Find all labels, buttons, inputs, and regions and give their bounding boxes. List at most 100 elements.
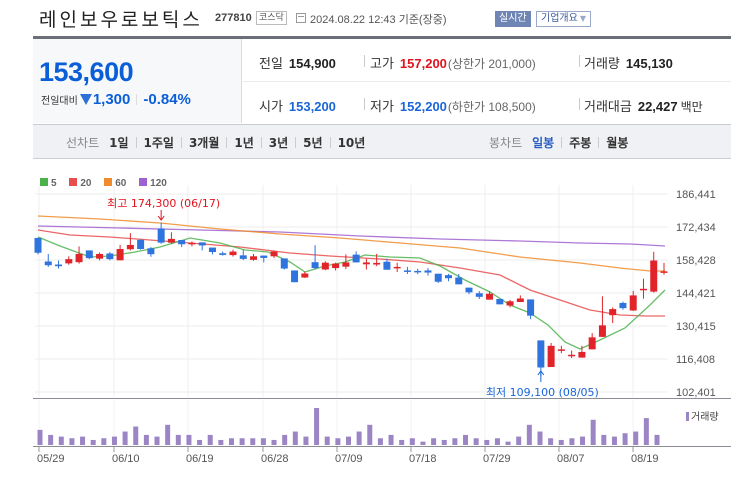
tab-weekly[interactable]: 주봉 [569,136,592,150]
candle [157,222,165,244]
company-name: 레인보우로보틱스 [39,9,203,31]
candle [75,246,83,264]
stat-label: 저가 [370,99,394,114]
divider [364,98,365,110]
tab-3year[interactable]: 3년 [268,136,289,150]
candle [639,278,647,299]
candle [383,258,391,270]
change-label: 전일대비 [41,96,78,107]
stat-high: 고가 157,200(상한가 201,000) [370,53,536,72]
stat-value: 153,200 [288,99,336,114]
divider [136,94,138,105]
legend-swatch [139,178,148,186]
candle [260,255,268,263]
x-axis-label: 08/07 [557,453,585,465]
candle [455,273,463,285]
legend-label: 20 [80,178,92,189]
candle [126,233,134,251]
candle [65,256,73,265]
divider [364,55,365,67]
tab-1day[interactable]: 1일 [109,136,129,150]
candle [96,252,104,261]
candle [44,253,52,267]
candle [516,295,524,303]
stat-value: 154,900 [288,56,336,71]
volume-bar [58,436,64,445]
tab-daily[interactable]: 일봉 [532,136,555,150]
stat-value: 157,200 [399,56,447,71]
legend-label: 5 [51,178,57,189]
candle [619,301,627,310]
candle [321,261,329,271]
x-axis-label: 07/09 [335,453,363,465]
stat-label: 거래대금 [584,99,632,114]
volume-bar [48,434,54,445]
volume-bar [580,436,586,445]
divider [135,137,137,148]
candle [147,247,155,257]
candle [250,253,258,261]
divider [226,137,228,148]
realtime-button[interactable]: 실시간 [495,11,531,27]
divider [329,137,331,148]
divider [579,98,580,110]
volume-swatch [686,412,689,421]
candle [208,247,216,255]
y-axis-label: 172,434 [676,222,716,234]
tab-monthly[interactable]: 월봉 [606,136,629,150]
volume-bar [165,424,171,445]
company-info-dropdown[interactable]: 기업개요 ▼ [536,11,591,27]
stat-label: 시가 [259,99,283,114]
volume-bar [622,433,628,445]
stat-label: 거래량 [584,56,620,71]
stat-unit: 백만 [680,100,703,114]
chart-period-tabs: 선차트 1일 1주일 3개월 1년 3년 5년 10년 봉차트 일봉 주봉 월봉 [33,124,731,159]
candle [270,250,278,258]
volume-bar [271,439,277,445]
tab-3month[interactable]: 3개월 [188,136,220,150]
line-chart-tabs: 선차트 1일 1주일 3개월 1년 3년 5년 10년 [66,134,365,151]
legend-label: 120 [150,178,167,189]
candle [424,268,432,276]
volume-bar [569,438,575,445]
candle-chart-tabs: 봉차트 일봉 주봉 월봉 [489,134,628,151]
legend-ma20: 20 [69,178,91,189]
volume-bar [516,436,522,445]
volume-bar [346,436,351,445]
volume-bar [303,436,309,445]
candle [178,240,186,248]
candle [362,258,370,270]
tab-10year[interactable]: 10년 [337,136,366,150]
x-axis-label: 07/29 [483,453,511,465]
x-axis-label: 06/10 [112,453,140,465]
volume-bar [292,431,298,445]
volume-bar [228,438,234,445]
calendar-clock-icon [296,13,306,23]
volume-bar [186,434,192,445]
candle [414,268,422,275]
volume-bar [154,436,160,445]
tab-1week[interactable]: 1주일 [143,136,174,150]
chevron-down-icon: ▼ [579,14,586,23]
price-change: 전일대비 1,300 -0.84% [41,91,191,109]
candle [85,250,93,260]
y-axis-label: 186,441 [676,189,716,201]
candle [34,237,42,255]
volume-bar [122,431,128,445]
divider [579,55,580,67]
volume-bar [111,436,117,445]
volume-bar [601,434,607,445]
volume-bar [197,439,203,445]
legend-ma60: 60 [104,178,126,189]
candle [219,251,227,256]
current-price: 153,600 [39,57,134,87]
tab-1year[interactable]: 1년 [234,136,254,150]
candle [568,350,576,359]
tab-5year[interactable]: 5년 [303,136,323,150]
volume-bar [282,434,288,445]
volume-bar [452,438,458,445]
stat-value: 152,200 [399,99,447,114]
candle [506,299,514,308]
candle [311,245,319,270]
